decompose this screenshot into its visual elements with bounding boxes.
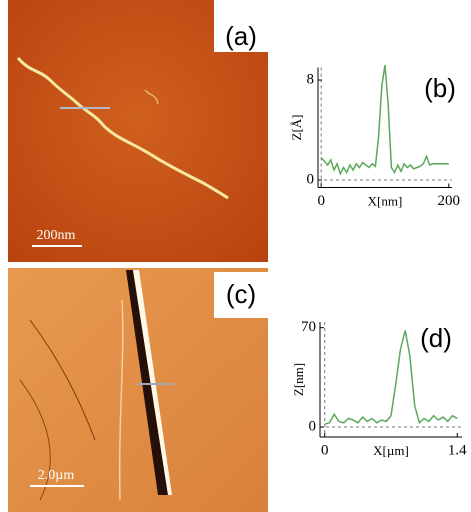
y-tick-label: 8 <box>307 71 315 87</box>
image-c: (c) 2.0µm <box>8 268 268 512</box>
panel-label: (d) <box>420 323 452 353</box>
line-series <box>320 64 449 176</box>
x-tick-label: 1.4 <box>448 442 467 458</box>
x-tick-label: 0 <box>321 442 329 458</box>
panel-label: (a) <box>225 21 257 51</box>
y-tick-label: 0 <box>309 418 317 434</box>
panel-label: (b) <box>424 73 456 103</box>
y-axis-title: Z[Å] <box>289 115 304 141</box>
x-tick-label: 0 <box>317 193 325 209</box>
scale-bar-label: 200nm <box>37 228 76 243</box>
y-tick-label: 0 <box>307 171 315 187</box>
scale-bar-label: 2.0µm <box>38 468 75 483</box>
y-axis-title: Z[nm] <box>291 363 306 396</box>
line-series <box>324 330 458 425</box>
x-tick-label: 200 <box>438 193 461 209</box>
image-a: (a) 200nm <box>8 0 268 262</box>
x-axis-title: X[µm] <box>373 443 409 458</box>
x-axis-title: X[nm] <box>368 193 403 208</box>
y-tick-label: 70 <box>301 319 316 335</box>
panel-label: (c) <box>226 279 256 309</box>
